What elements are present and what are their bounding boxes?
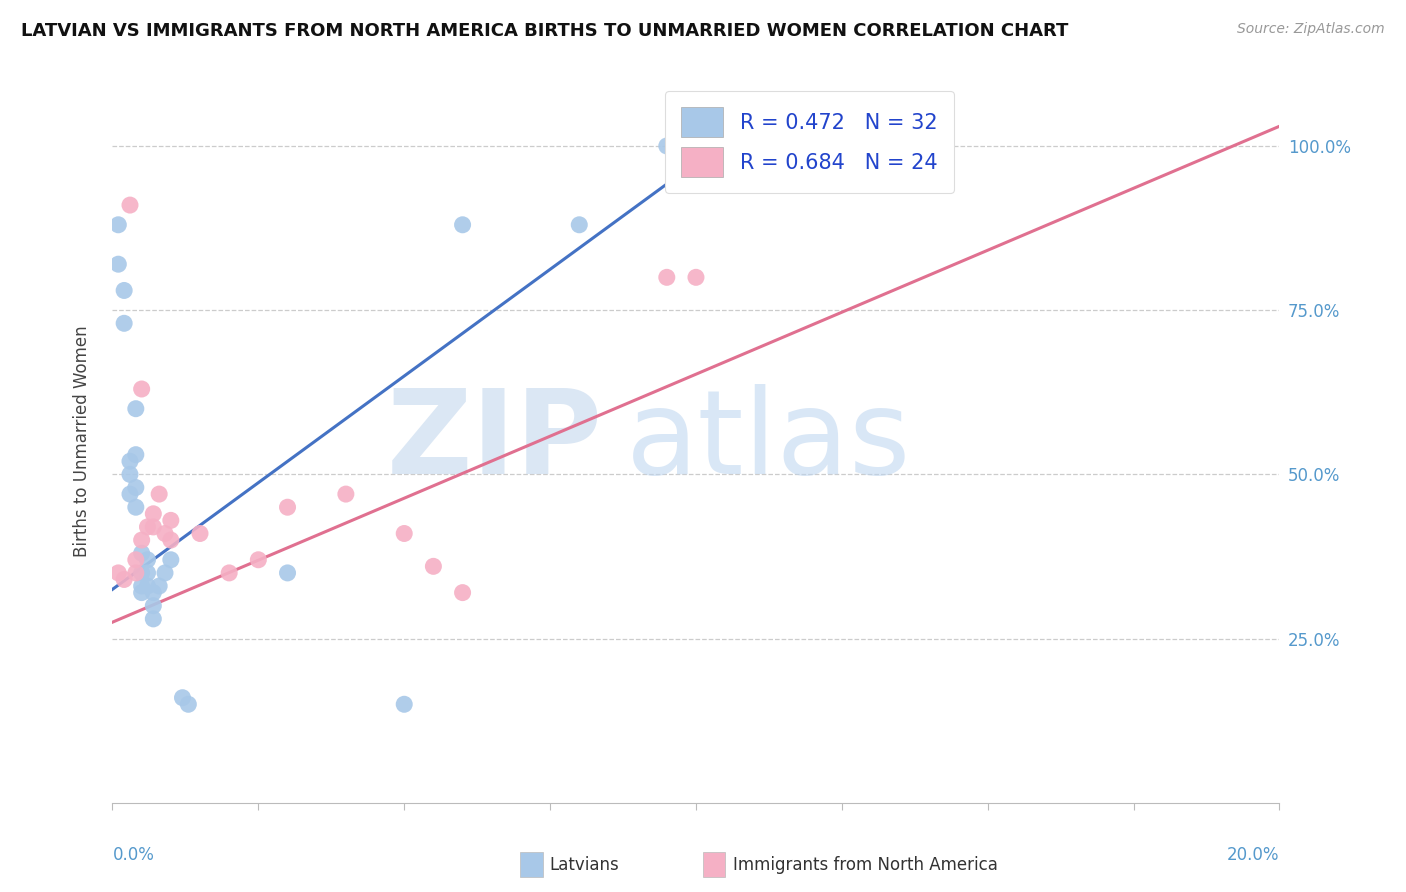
Point — [125, 553, 148, 567]
Point — [131, 382, 153, 396]
Text: LATVIAN VS IMMIGRANTS FROM NORTH AMERICA BIRTHS TO UNMARRIED WOMEN CORRELATION C: LATVIAN VS IMMIGRANTS FROM NORTH AMERICA… — [21, 22, 1069, 40]
Point — [685, 270, 707, 285]
Point — [218, 566, 240, 580]
Point — [131, 579, 153, 593]
Point — [125, 481, 148, 495]
Point — [160, 513, 183, 527]
Point — [394, 526, 416, 541]
Point — [112, 316, 135, 330]
Point — [188, 526, 211, 541]
Point — [125, 500, 148, 515]
Point — [131, 585, 153, 599]
Point — [451, 585, 474, 599]
Point — [177, 698, 200, 712]
Point — [685, 139, 707, 153]
Text: ZIP: ZIP — [387, 384, 603, 499]
Point — [131, 546, 153, 560]
Point — [394, 698, 416, 712]
Point — [125, 566, 148, 580]
Y-axis label: Births to Unmarried Women: Births to Unmarried Women — [73, 326, 91, 558]
Point — [276, 500, 298, 515]
Point — [142, 612, 165, 626]
Point — [160, 553, 183, 567]
Point — [148, 487, 170, 501]
Point — [136, 579, 159, 593]
Point — [142, 507, 165, 521]
Point — [172, 690, 194, 705]
Point — [107, 257, 129, 271]
Point — [422, 559, 444, 574]
Text: Latvians: Latvians — [550, 856, 620, 874]
Point — [125, 448, 148, 462]
Point — [655, 139, 678, 153]
Point — [247, 553, 270, 567]
Point — [276, 566, 298, 580]
Text: 0.0%: 0.0% — [112, 847, 155, 864]
Point — [112, 284, 135, 298]
Text: atlas: atlas — [626, 384, 911, 499]
Point — [142, 520, 165, 534]
Point — [131, 566, 153, 580]
Point — [160, 533, 183, 547]
Text: Immigrants from North America: Immigrants from North America — [733, 856, 997, 874]
Point — [118, 198, 141, 212]
Point — [118, 487, 141, 501]
Point — [125, 401, 148, 416]
Point — [118, 454, 141, 468]
Point — [142, 585, 165, 599]
Point — [148, 579, 170, 593]
Point — [655, 270, 678, 285]
Point — [335, 487, 357, 501]
Point — [136, 553, 159, 567]
Point — [153, 526, 176, 541]
Point — [107, 218, 129, 232]
Point — [118, 467, 141, 482]
Point — [142, 599, 165, 613]
Point — [107, 566, 129, 580]
Text: Source: ZipAtlas.com: Source: ZipAtlas.com — [1237, 22, 1385, 37]
Legend: R = 0.472   N = 32, R = 0.684   N = 24: R = 0.472 N = 32, R = 0.684 N = 24 — [665, 91, 953, 194]
Point — [131, 533, 153, 547]
Point — [153, 566, 176, 580]
Point — [568, 218, 591, 232]
Point — [136, 566, 159, 580]
Text: 20.0%: 20.0% — [1227, 847, 1279, 864]
Point — [451, 218, 474, 232]
Point — [136, 520, 159, 534]
Point — [112, 573, 135, 587]
